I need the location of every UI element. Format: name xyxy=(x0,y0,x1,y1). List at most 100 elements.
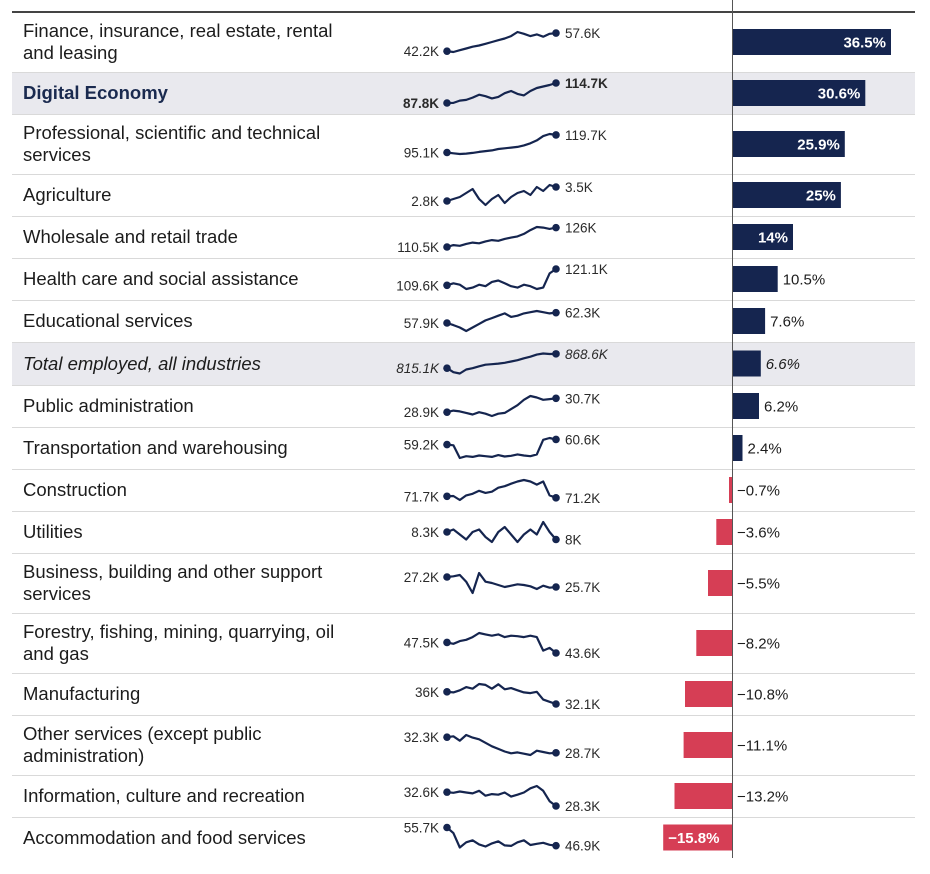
industry-label: Digital Economy xyxy=(23,82,168,103)
trend-end-dot xyxy=(552,494,560,502)
trend-start-dot xyxy=(443,281,451,290)
row-divider xyxy=(12,817,915,818)
trend-start-value: 57.9K xyxy=(404,316,439,331)
trend-end-value: 30.7K xyxy=(565,391,600,406)
trend-sparkline xyxy=(446,352,557,375)
percent-change-bar xyxy=(732,29,891,55)
row-divider xyxy=(12,673,915,674)
trend-start-value: 47.5K xyxy=(404,635,439,650)
percent-change-bar xyxy=(674,783,732,809)
trend-start-value: 32.3K xyxy=(404,730,439,745)
percent-change-label: 6.2% xyxy=(764,399,798,416)
trend-sparkline xyxy=(446,309,557,333)
row-divider xyxy=(12,715,915,716)
row-divider xyxy=(12,553,915,554)
trend-end-dot xyxy=(552,649,560,657)
trend-start-dot xyxy=(443,99,451,107)
industry-label: Total employed, all industries xyxy=(23,352,261,374)
trend-start-value: 36K xyxy=(415,685,439,700)
table-top-rule xyxy=(12,11,915,13)
percent-change-bar xyxy=(732,350,761,377)
trend-end-value: 8K xyxy=(565,533,582,548)
percent-change-label: −13.2% xyxy=(737,789,788,806)
trend-sparkline xyxy=(446,436,557,460)
percent-change-bar xyxy=(732,224,793,250)
trend-start-value: 55.7K xyxy=(404,821,439,836)
trend-end-value: 114.7K xyxy=(565,76,608,91)
trend-end-value: 28.3K xyxy=(565,799,600,814)
trend-start-value: 32.6K xyxy=(404,785,439,800)
trend-end-value: 868.6K xyxy=(565,347,609,362)
industry-label: Health care and social assistance xyxy=(23,268,299,289)
percent-change-label: −5.5% xyxy=(737,576,780,593)
industry-label: Information, culture and recreation xyxy=(23,785,305,806)
trend-sparkline xyxy=(446,826,557,849)
trend-sparkline xyxy=(446,631,557,654)
trend-sparkline xyxy=(446,183,557,207)
trend-start-dot xyxy=(443,638,451,647)
trend-start-dot xyxy=(443,47,451,55)
trend-sparkline xyxy=(446,394,557,418)
trend-end-value: 43.6K xyxy=(565,646,600,661)
trend-start-dot xyxy=(443,573,451,581)
trend-start-dot xyxy=(443,243,451,251)
industry-label: Utilities xyxy=(23,521,83,542)
industry-label: Transportation and warehousing xyxy=(23,437,288,458)
row-divider xyxy=(12,300,915,301)
trend-end-value: 119.7K xyxy=(565,128,607,143)
industry-label: Public administration xyxy=(23,395,194,416)
trend-start-dot xyxy=(443,440,451,449)
trend-start-dot xyxy=(443,528,451,536)
industry-label: Manufacturing xyxy=(23,683,141,704)
percent-change-label: 25% xyxy=(806,188,836,205)
trend-start-dot xyxy=(443,492,451,501)
percent-change-label: −3.6% xyxy=(737,525,780,542)
trend-start-dot xyxy=(443,688,451,696)
percent-change-label: 2.4% xyxy=(748,441,782,458)
trend-start-dot xyxy=(443,408,451,416)
trend-start-value: 42.2K xyxy=(404,44,439,59)
row-divider xyxy=(12,613,915,614)
trend-end-dot xyxy=(552,29,560,37)
percent-change-bar xyxy=(732,80,866,106)
trend-end-dot xyxy=(552,265,560,273)
percent-change-bar xyxy=(732,266,778,292)
trend-end-dot xyxy=(552,183,560,191)
trend-sparkline xyxy=(446,30,557,54)
trend-end-value: 60.6K xyxy=(565,432,600,447)
trend-end-dot xyxy=(552,802,560,810)
trend-end-value: 126K xyxy=(565,221,597,236)
trend-end-value: 28.7K xyxy=(565,746,600,761)
industry-label: Other services (except public administra… xyxy=(23,723,262,766)
trend-sparkline xyxy=(446,268,557,291)
percent-change-bar xyxy=(732,393,759,419)
industry-label: Accommodation and food services xyxy=(23,826,306,848)
industry-label: Professional, scientific and technical s… xyxy=(23,122,321,165)
industry-label: Educational services xyxy=(23,310,193,331)
zero-axis-line xyxy=(732,0,733,858)
percent-change-bar xyxy=(683,732,732,758)
trend-start-value: 815.1K xyxy=(396,361,440,376)
trend-end-dot xyxy=(552,394,560,403)
trend-end-value: 3.5K xyxy=(565,180,593,195)
row-divider xyxy=(12,114,915,115)
trend-sparkline xyxy=(446,784,557,807)
trend-start-dot xyxy=(443,319,451,327)
percent-change-bar xyxy=(716,519,732,545)
percent-change-bar xyxy=(729,477,732,503)
trend-end-value: 62.3K xyxy=(565,306,600,321)
percent-change-label: −0.7% xyxy=(737,483,780,500)
trend-end-dot xyxy=(552,700,560,708)
percent-change-label: 10.5% xyxy=(783,272,826,289)
percent-change-label: −10.8% xyxy=(737,687,788,704)
trend-sparkline xyxy=(446,225,557,249)
trend-end-value: 25.7K xyxy=(565,580,600,595)
percent-change-label: −8.2% xyxy=(737,636,780,653)
industry-label: Construction xyxy=(23,479,127,500)
trend-end-dot xyxy=(552,435,560,444)
trend-end-dot xyxy=(552,131,560,139)
trend-sparkline xyxy=(446,81,557,105)
trend-end-dot xyxy=(552,749,560,757)
